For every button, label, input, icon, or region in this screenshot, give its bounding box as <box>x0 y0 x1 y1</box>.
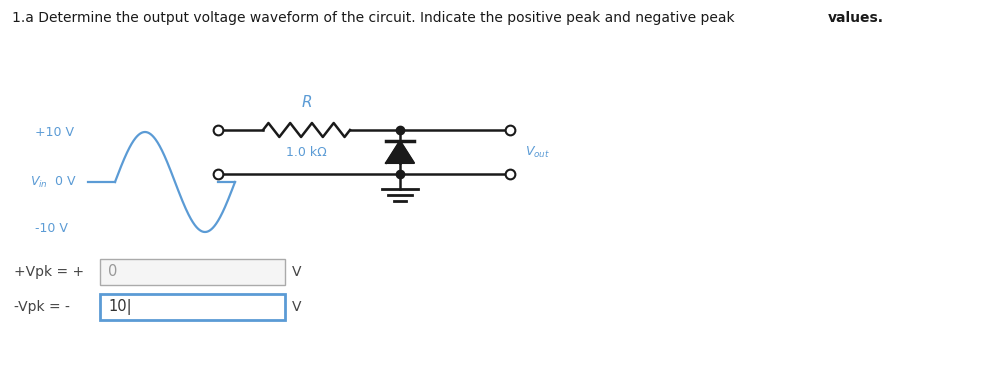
Polygon shape <box>386 141 414 163</box>
Text: -10 V: -10 V <box>35 222 68 236</box>
Text: -Vpk = -: -Vpk = - <box>14 300 70 314</box>
Text: R: R <box>301 95 312 110</box>
Text: 1.0 kΩ: 1.0 kΩ <box>286 146 327 159</box>
Text: V: V <box>292 300 301 314</box>
Text: +10 V: +10 V <box>35 126 74 138</box>
Text: +Vpk = +: +Vpk = + <box>14 265 84 279</box>
Text: values.: values. <box>828 11 884 25</box>
FancyBboxPatch shape <box>100 259 285 285</box>
Text: 1.a Determine the output voltage waveform of the circuit. Indicate the positive : 1.a Determine the output voltage wavefor… <box>12 11 739 25</box>
FancyBboxPatch shape <box>100 294 285 320</box>
Text: $V_{out}$: $V_{out}$ <box>525 145 550 160</box>
Text: 0: 0 <box>108 265 117 280</box>
Text: 10|: 10| <box>108 299 132 315</box>
Text: $V_{in}$  0 V: $V_{in}$ 0 V <box>30 174 77 189</box>
Text: V: V <box>292 265 301 279</box>
